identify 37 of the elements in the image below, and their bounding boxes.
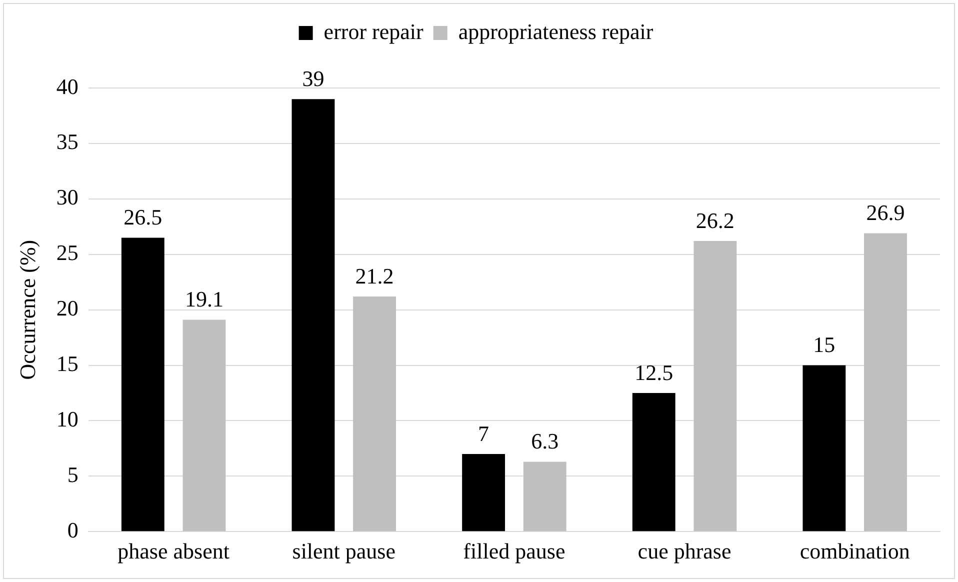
y-tick-label: 10: [56, 406, 78, 432]
bar: [523, 462, 566, 532]
y-tick-label: 15: [56, 351, 78, 376]
data-label: 6.3: [531, 428, 559, 454]
x-tick-label: phase absent: [118, 538, 230, 564]
legend-label: appropriateness repair: [458, 18, 654, 44]
bar: [121, 238, 164, 532]
y-tick-label: 20: [56, 296, 78, 321]
bar: [864, 233, 907, 532]
y-tick-label: 40: [56, 74, 78, 99]
y-tick-label: 25: [56, 240, 78, 266]
data-label: 15: [813, 332, 836, 358]
data-label: 19.1: [184, 286, 224, 312]
y-tick-label: 30: [56, 184, 78, 210]
x-tick-label: filled pause: [463, 538, 566, 564]
bar: [632, 392, 676, 532]
y-tick-label: 5: [67, 462, 78, 487]
data-label: 12.5: [634, 360, 674, 385]
bar: [462, 454, 506, 532]
bar: [353, 296, 396, 532]
data-label: 26.2: [696, 208, 734, 233]
data-label: 7: [478, 420, 490, 446]
data-label: 26.5: [124, 204, 162, 230]
legend-label: error repair: [324, 18, 424, 44]
bar: [182, 320, 226, 532]
y-tick-label: 0: [67, 517, 78, 542]
bar: [292, 99, 335, 532]
bar: [802, 365, 846, 532]
bar: [694, 241, 737, 532]
x-tick-label: cue phrase: [638, 538, 732, 564]
data-label: 39: [302, 66, 324, 91]
data-label: 21.2: [355, 263, 394, 288]
x-tick-label: silent pause: [292, 538, 396, 564]
x-tick-label: combination: [800, 538, 910, 564]
y-tick-label: 35: [56, 129, 78, 154]
data-label: 26.9: [866, 200, 905, 226]
y-axis-title: Occurrence (%): [14, 240, 40, 380]
